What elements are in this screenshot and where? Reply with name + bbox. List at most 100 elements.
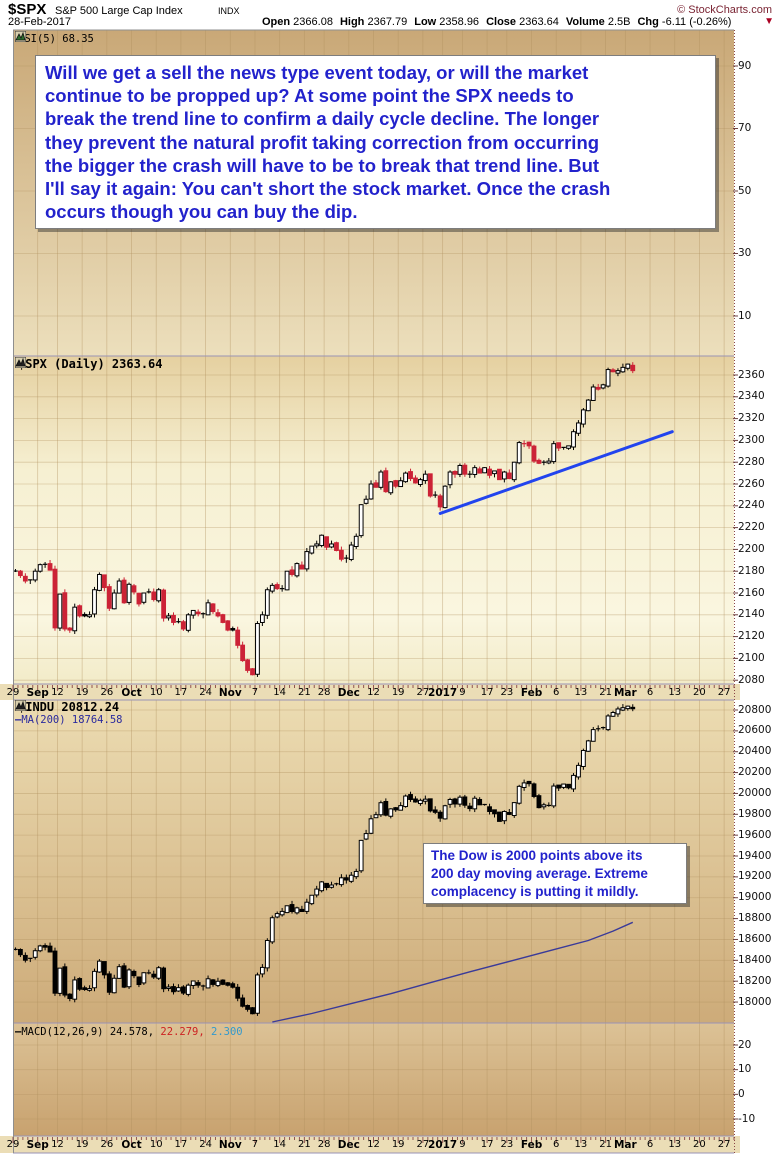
- candle-body: [240, 997, 246, 1007]
- candle-body: [437, 811, 443, 819]
- candle-body: [245, 1004, 250, 1010]
- x-axis-label: 26: [100, 687, 114, 698]
- quote-row: Open 2366.08 High 2367.79 Low 2358.96 Close…: [255, 16, 731, 28]
- ticker-symbol: $SPX: [8, 1, 47, 18]
- candle-body: [176, 987, 181, 992]
- candle-body: [605, 715, 611, 731]
- candle-body: [403, 472, 408, 483]
- candle-body: [166, 615, 171, 619]
- x-axis-strip: [0, 684, 740, 700]
- candle-body: [585, 399, 591, 412]
- candle-body: [240, 644, 246, 662]
- x-axis-label: 19: [75, 1139, 89, 1150]
- candle-body: [358, 504, 364, 537]
- x-axis-label: 26: [100, 1139, 114, 1150]
- candle-body: [304, 551, 310, 570]
- candle-body: [457, 464, 463, 475]
- spx-trendline: [438, 430, 674, 515]
- x-axis-label: 23: [500, 687, 514, 698]
- candle-body: [383, 470, 389, 493]
- y-axis-label: 2340: [738, 390, 765, 403]
- candle-body: [531, 783, 537, 797]
- candle-body: [501, 471, 507, 480]
- x-axis-label: 27: [717, 1139, 731, 1150]
- y-axis-label: 18800: [738, 912, 772, 925]
- candle-body: [556, 784, 562, 789]
- change-down-arrow-icon: ▼: [764, 16, 774, 27]
- candle-body: [571, 774, 576, 790]
- candle-body: [47, 945, 53, 953]
- candle-body: [506, 812, 512, 815]
- candle-body: [620, 366, 626, 373]
- candle-body: [18, 949, 23, 956]
- candle-body: [161, 589, 167, 619]
- x-axis-label: Mar: [613, 687, 637, 699]
- candle-body: [329, 543, 334, 548]
- candle-body: [87, 614, 92, 618]
- y-axis-label: 50: [738, 184, 752, 197]
- candle-body: [363, 833, 369, 840]
- macd-hist-value: 2.300: [211, 1026, 243, 1038]
- candle-body: [561, 783, 567, 788]
- candle-body: [339, 877, 344, 886]
- rsi-legend: RSI(5) 68.35: [15, 31, 94, 45]
- candle-body: [220, 979, 226, 985]
- x-axis-label: 6: [553, 687, 560, 698]
- candle-body: [324, 882, 329, 889]
- quote-value: 2.5B: [604, 16, 631, 28]
- candle-body: [250, 668, 255, 676]
- candle-body: [156, 967, 162, 979]
- candle-body: [141, 592, 147, 603]
- ma200-legend: —MA(200) 18764.58: [15, 714, 122, 726]
- copyright-link[interactable]: © StockCharts.com: [677, 4, 772, 16]
- x-axis-label: 27: [717, 687, 731, 698]
- y-axis-label: 30: [738, 247, 752, 259]
- x-axis-label: Feb: [520, 1139, 543, 1151]
- x-axis-label: 17: [480, 1139, 494, 1150]
- note-line: they prevent the natural profit taking c…: [45, 131, 600, 153]
- candle-body: [615, 370, 621, 374]
- x-axis-label: 12: [51, 1139, 64, 1150]
- candle-body: [274, 913, 280, 918]
- candle-body: [418, 479, 423, 485]
- candle-body: [171, 986, 176, 993]
- candle-body: [304, 901, 310, 912]
- candle-body: [294, 907, 300, 914]
- x-axis-label: 10: [149, 1139, 163, 1150]
- candle-body: [630, 706, 636, 710]
- candle-body: [77, 605, 83, 617]
- candle-body: [353, 870, 359, 878]
- x-axis-label: 21: [297, 1139, 311, 1150]
- x-axis-label: 24: [199, 1139, 212, 1150]
- note-line: break the trend line to confirm a daily …: [45, 108, 600, 130]
- candle-body: [67, 627, 73, 631]
- x-axis-label: Sep: [26, 1139, 49, 1151]
- y-axis-label: 2280: [738, 455, 765, 468]
- x-axis-label: 17: [174, 687, 188, 698]
- candle-body: [185, 984, 191, 995]
- candle-body: [610, 712, 616, 717]
- candle-body: [230, 628, 236, 631]
- candle-body: [195, 982, 201, 986]
- x-axis-label: 10: [149, 687, 163, 698]
- x-axis-label: 13: [574, 1139, 588, 1150]
- candle-body: [615, 708, 621, 715]
- candle-body: [259, 614, 265, 623]
- candle-body: [101, 961, 107, 976]
- x-axis-label: 14: [273, 687, 287, 698]
- y-axis-label: 20200: [738, 766, 772, 779]
- candle-body: [166, 986, 171, 990]
- candle-body: [57, 967, 63, 994]
- candle-body: [205, 602, 211, 616]
- x-axis-label: 23: [500, 1139, 514, 1150]
- x-axis-label: 2017: [428, 687, 458, 699]
- candle-body: [625, 363, 631, 369]
- candle-body: [531, 445, 537, 462]
- candle-body: [314, 888, 320, 896]
- candle-body: [92, 970, 97, 989]
- x-axis-label: 24: [199, 687, 212, 698]
- candle-body: [368, 483, 374, 500]
- candle-body: [319, 534, 325, 547]
- x-axis-label: 14: [273, 1139, 287, 1150]
